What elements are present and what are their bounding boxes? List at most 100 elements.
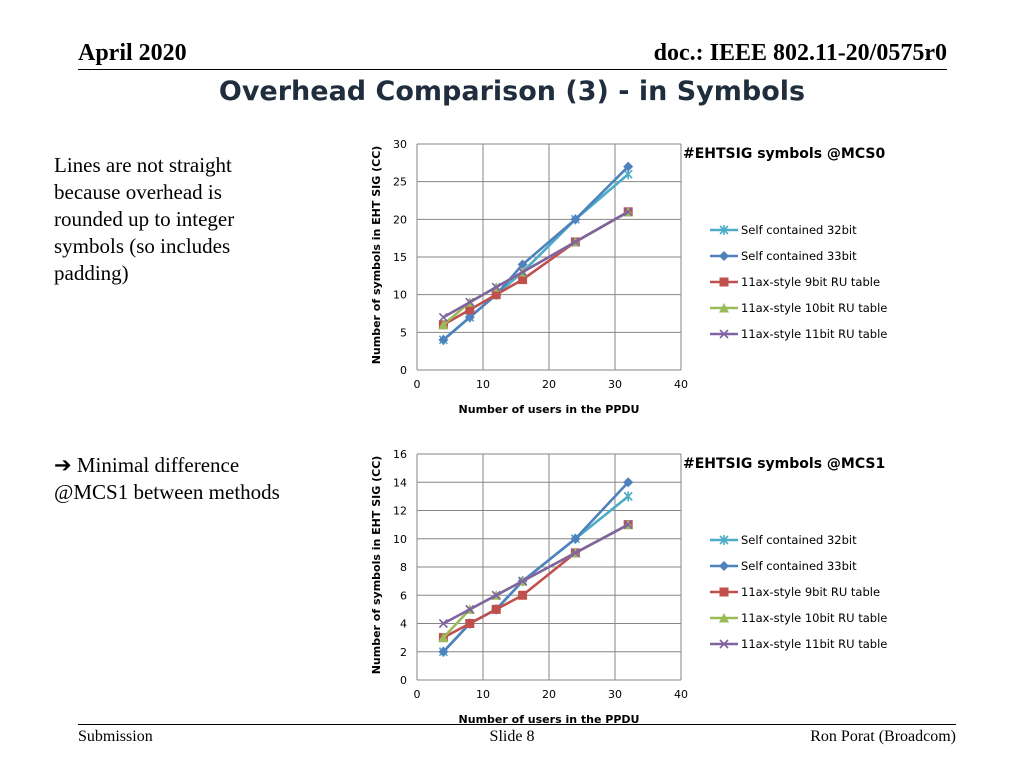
- series-self-contained-33bit: [438, 161, 634, 345]
- footer-author: Ron Porat (Broadcom): [810, 728, 956, 745]
- chart-mcs0: 0 10 20 30 40 0 5 10 15 20 25 30 Number of users in …: [370, 138, 887, 416]
- y-tick-label: 0: [400, 364, 407, 377]
- y-tick-label: 15: [393, 251, 407, 264]
- data-point: [518, 590, 528, 600]
- y-axis-label: Number of symbols in EHT SIG (CC): [370, 456, 383, 675]
- series-line: [442, 481, 630, 653]
- legend-marker: [719, 329, 729, 339]
- y-tick-label: 30: [393, 138, 407, 151]
- note-text-1: Lines are not straight because overhead …: [54, 153, 235, 285]
- note-text-2: ➔ Minimal difference @MCS1 between metho…: [54, 452, 294, 506]
- y-tick-label: 16: [393, 448, 407, 461]
- slide-title: Overhead Comparison (3) - in Symbols: [218, 76, 806, 107]
- legend-item: Self contained 33bit: [710, 559, 857, 573]
- legend-item: 11ax-style 11bit RU table: [710, 637, 887, 651]
- data-point: [570, 533, 581, 544]
- x-tick-label: 10: [476, 378, 490, 391]
- legend-label: 11ax-style 9bit RU table: [741, 275, 880, 289]
- legend-label: Self contained 33bit: [741, 559, 857, 573]
- footer-divider: [78, 724, 956, 725]
- footer-slide-number: Slide 8: [489, 728, 535, 745]
- legend-marker: [719, 303, 729, 313]
- x-tick-label: 30: [608, 378, 622, 391]
- data-point: [465, 297, 475, 307]
- data-point: [491, 590, 501, 600]
- chart-title: #EHTSIG symbols @MCS1: [683, 456, 885, 472]
- legend-marker: [719, 225, 729, 235]
- series-line: [442, 523, 629, 625]
- data-point: [438, 319, 449, 330]
- y-tick-label: 8: [400, 561, 407, 574]
- legend-marker: [719, 535, 729, 545]
- data-point: [465, 305, 475, 315]
- legend-marker: [719, 639, 729, 649]
- data-point: [570, 548, 580, 558]
- x-tick-label: 40: [674, 378, 688, 391]
- y-tick-label: 2: [400, 646, 407, 659]
- series-11ax-style-11bit-ru-table: [438, 520, 633, 629]
- y-tick-label: 14: [393, 476, 407, 489]
- legend-item: Self contained 32bit: [710, 223, 857, 237]
- data-point: [518, 267, 528, 277]
- data-point: [623, 491, 633, 502]
- footer-submission: Submission: [78, 728, 153, 745]
- y-tick-label: 25: [393, 176, 407, 189]
- legend-marker: [719, 613, 729, 623]
- x-axis-label: Number of users in the PPDU: [459, 713, 640, 726]
- legend-item: Self contained 33bit: [710, 249, 857, 263]
- y-tick-label: 20: [393, 213, 407, 226]
- legend: Self contained 32bit Self contained 33bit…: [710, 223, 887, 341]
- data-point: [438, 334, 449, 345]
- chart-title: #EHTSIG symbols @MCS0: [683, 146, 885, 162]
- legend: Self contained 32bit Self contained 33bit…: [710, 533, 887, 651]
- y-tick-label: 6: [400, 589, 407, 602]
- y-tick-label: 10: [393, 289, 407, 302]
- series-11ax-style-11bit-ru-table: [438, 207, 633, 322]
- data-point: [623, 477, 634, 488]
- legend-label: 11ax-style 11bit RU table: [741, 327, 887, 341]
- arrow-right-icon: ➔: [54, 453, 72, 477]
- data-point: [491, 282, 501, 292]
- data-point: [623, 207, 633, 217]
- legend-label: 11ax-style 10bit RU table: [741, 301, 887, 315]
- data-point: [438, 312, 448, 322]
- data-point: [517, 259, 528, 270]
- data-point: [570, 214, 581, 225]
- y-tick-label: 10: [393, 533, 407, 546]
- legend-label: 11ax-style 11bit RU table: [741, 637, 887, 651]
- data-point: [518, 275, 528, 285]
- data-point: [491, 290, 501, 300]
- y-tick-label: 0: [400, 674, 407, 687]
- header-doc-id: doc.: IEEE 802.11-20/0575r0: [653, 40, 947, 66]
- legend-label: Self contained 32bit: [741, 533, 857, 547]
- data-point: [491, 604, 501, 614]
- legend-marker: [719, 561, 729, 571]
- legend-marker: [719, 251, 729, 261]
- legend-item: Self contained 32bit: [710, 533, 857, 547]
- y-axis-label: Number of symbols in EHT SIG (CC): [370, 146, 383, 365]
- x-axis-label: Number of users in the PPDU: [459, 403, 640, 416]
- data-point: [438, 632, 449, 643]
- legend-marker: [719, 587, 729, 597]
- data-point: [464, 312, 475, 323]
- chart-mcs1: 0 10 20 30 40 0 2 4 6 8 10 12 14 16 Number of users in…: [370, 448, 887, 726]
- legend-item: 11ax-style 9bit RU table: [710, 275, 880, 289]
- x-tick-label: 20: [542, 378, 556, 391]
- legend-item: 11ax-style 10bit RU table: [710, 301, 887, 315]
- gridlines: [417, 453, 682, 680]
- data-point: [438, 618, 448, 629]
- legend-label: Self contained 32bit: [741, 223, 857, 237]
- data-point: [623, 520, 633, 530]
- legend-item: 11ax-style 10bit RU table: [710, 611, 887, 625]
- x-tick-label: 0: [414, 688, 421, 701]
- legend-label: 11ax-style 9bit RU table: [741, 585, 880, 599]
- x-tick-label: 20: [542, 688, 556, 701]
- x-tick-label: 10: [476, 688, 490, 701]
- x-tick-label: 30: [608, 688, 622, 701]
- data-point: [623, 161, 634, 172]
- header-date: April 2020: [78, 40, 187, 66]
- data-point: [465, 604, 475, 614]
- gridlines: [417, 143, 682, 370]
- data-point: [438, 646, 449, 657]
- y-tick-label: 12: [393, 505, 407, 518]
